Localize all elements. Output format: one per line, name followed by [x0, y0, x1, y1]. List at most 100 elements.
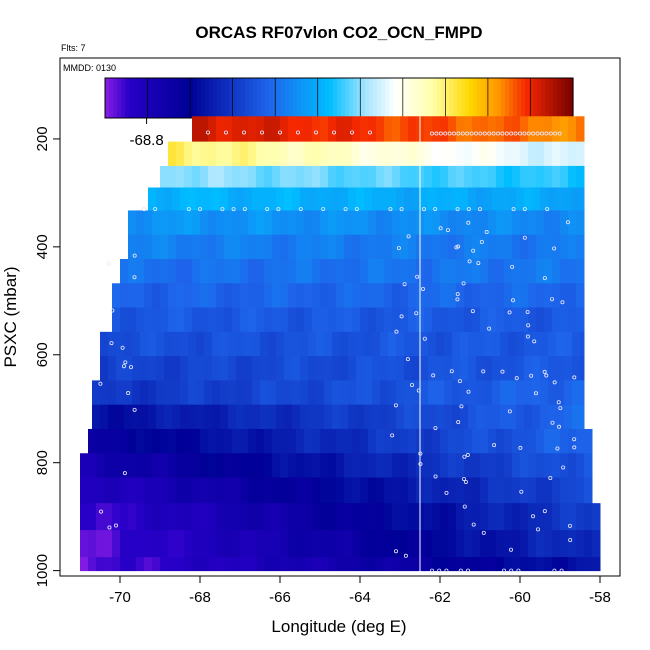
colorbar-segment — [413, 78, 418, 118]
sample-point — [492, 443, 497, 448]
heatmap-cell — [268, 380, 277, 406]
sample-point — [473, 131, 478, 136]
heatmap-cell — [396, 404, 405, 430]
colorbar-segment — [269, 78, 274, 118]
colorbar-segment — [537, 78, 542, 118]
heatmap-cell — [280, 530, 289, 558]
heatmap-cell — [456, 234, 465, 260]
heatmap-cell — [552, 428, 561, 454]
heatmap-cell — [384, 141, 393, 167]
heatmap-cell — [244, 356, 253, 381]
heatmap-cell — [296, 234, 305, 260]
heatmap-cell — [180, 331, 189, 357]
heatmap-cell — [168, 530, 177, 558]
heatmap-cell — [348, 187, 357, 211]
sample-point — [410, 382, 415, 387]
heatmap-cell — [332, 187, 341, 211]
sample-point — [548, 475, 553, 480]
heatmap-cell — [264, 165, 273, 188]
heatmap-cell — [504, 234, 513, 260]
heatmap-cell — [568, 116, 577, 143]
heatmap-cell — [200, 165, 209, 188]
heatmap-cell — [232, 283, 241, 309]
heatmap-cell — [172, 331, 181, 357]
sample-point — [276, 207, 281, 212]
heatmap-cell — [144, 210, 153, 236]
mmdd-label: MMDD: 0130 — [63, 63, 116, 73]
heatmap-cell — [228, 356, 237, 381]
sample-point — [550, 297, 555, 302]
heatmap-cell — [492, 187, 501, 211]
heatmap-cell — [336, 477, 345, 504]
heatmap-cell — [496, 116, 505, 143]
heatmap-cell — [168, 283, 177, 309]
heatmap-cell — [148, 187, 157, 211]
heatmap-cell — [216, 428, 225, 454]
colorbar-segment — [393, 78, 398, 118]
heatmap-cell — [500, 331, 509, 357]
heatmap-cell — [468, 356, 477, 381]
heatmap-cell — [580, 380, 585, 406]
heatmap-cell — [448, 116, 457, 143]
heatmap-cell — [240, 165, 249, 188]
heatmap-cell — [240, 234, 249, 260]
heatmap-cell — [544, 165, 553, 188]
heatmap-cell — [568, 307, 577, 333]
heatmap-cell — [468, 380, 477, 406]
sample-point — [429, 131, 434, 136]
heatmap-cell — [216, 165, 225, 188]
heatmap-cell — [352, 503, 361, 531]
heatmap-cell — [140, 380, 149, 406]
heatmap-cell — [104, 477, 113, 504]
heatmap-cell — [408, 141, 417, 167]
heatmap-cell — [568, 283, 577, 309]
colorbar-segment — [325, 78, 330, 118]
heatmap-cell — [176, 283, 185, 309]
heatmap-cell — [552, 141, 561, 167]
heatmap-cell — [268, 404, 277, 430]
heatmap-cell — [408, 210, 417, 236]
heatmap-cell — [200, 307, 209, 333]
heatmap-cell — [204, 404, 213, 430]
sample-point — [560, 300, 565, 305]
heatmap-cell — [216, 307, 225, 333]
heatmap-cell — [232, 503, 241, 531]
sample-point — [393, 403, 398, 408]
heatmap-cell — [148, 380, 157, 406]
heatmap-cell — [292, 404, 301, 430]
sample-point — [205, 130, 210, 135]
heatmap-cell — [336, 283, 345, 309]
heatmap-cell — [360, 141, 369, 167]
sample-point — [471, 248, 476, 253]
sample-point — [467, 259, 472, 264]
heatmap-cell — [488, 283, 497, 309]
heatmap-cell — [316, 380, 325, 406]
colorbar-segment — [297, 78, 302, 118]
heatmap-cell — [512, 210, 521, 236]
heatmap-cell — [412, 331, 421, 357]
heatmap-cell — [480, 453, 489, 479]
colorbar-segment — [477, 78, 482, 118]
heatmap-cell — [288, 530, 297, 558]
heatmap-cell — [352, 234, 361, 260]
colorbar-segment — [173, 78, 178, 118]
heatmap-cell — [296, 477, 305, 504]
heatmap-cell — [424, 557, 433, 572]
heatmap-cell — [544, 258, 553, 284]
heatmap-cell — [564, 380, 573, 406]
heatmap-cell — [152, 210, 161, 236]
colorbar-segment — [529, 78, 534, 118]
heatmap-cell — [300, 356, 309, 381]
heatmap-cell — [556, 331, 565, 357]
heatmap-cell — [396, 331, 405, 357]
heatmap-cell — [448, 428, 457, 454]
heatmap-cell — [264, 453, 273, 479]
heatmap-cell — [400, 557, 409, 572]
heatmap-cell — [308, 187, 317, 211]
heatmap-cell — [352, 477, 361, 504]
heatmap-cell — [552, 307, 561, 333]
heatmap-cell — [176, 503, 185, 531]
heatmap-cell — [376, 428, 385, 454]
heatmap-cell — [284, 187, 293, 211]
heatmap-cell — [244, 380, 253, 406]
